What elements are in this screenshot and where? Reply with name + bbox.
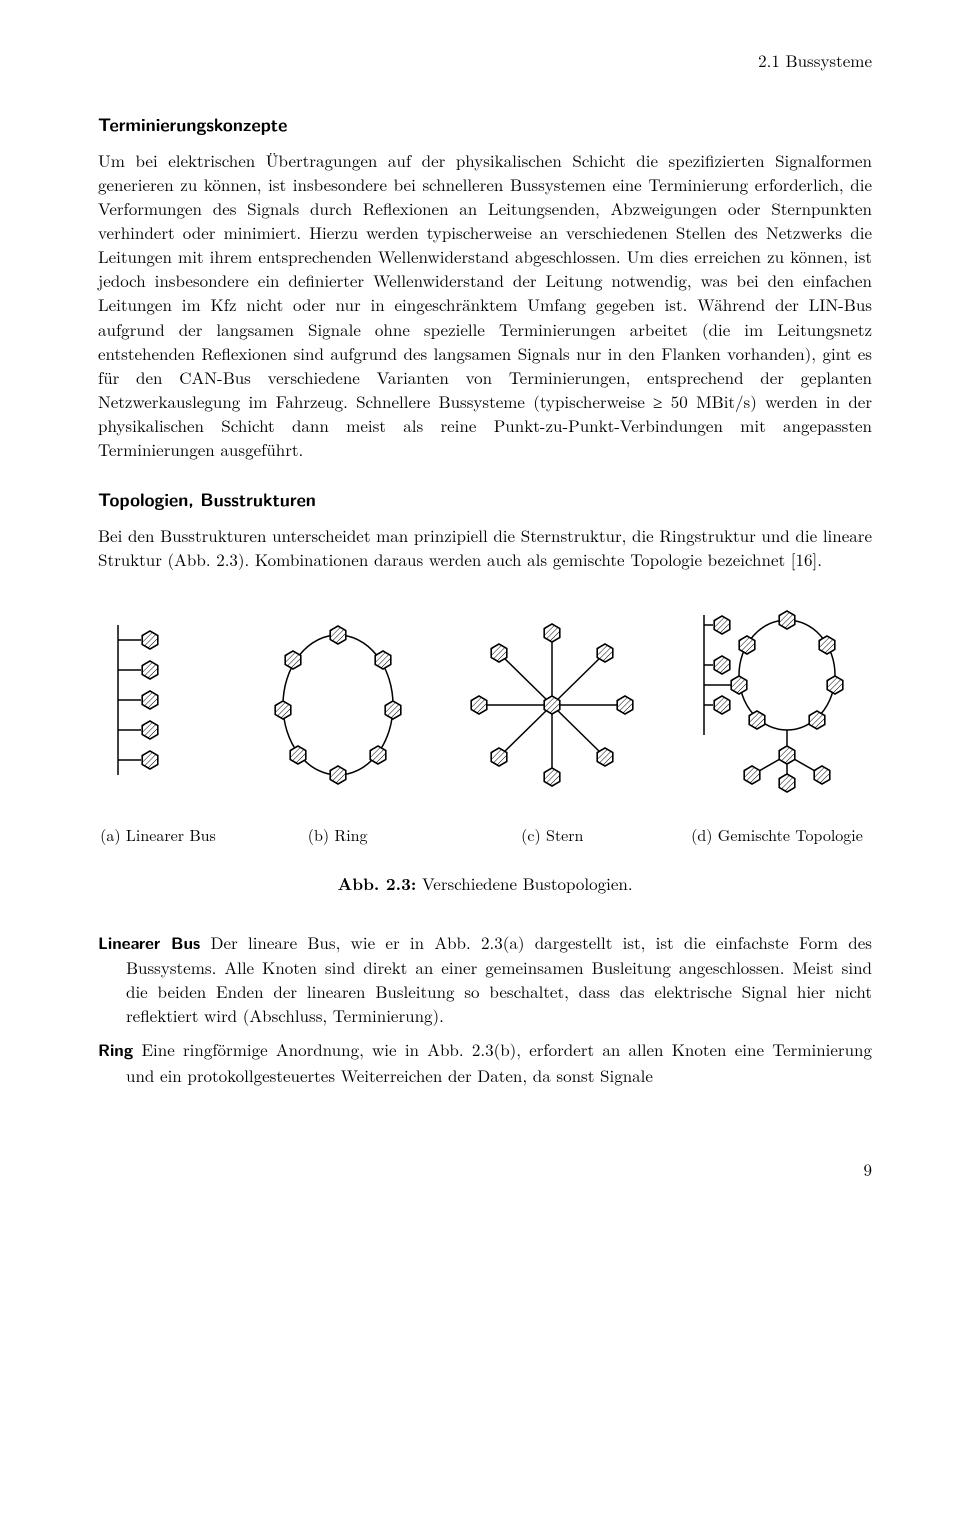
subfig-mixed: (d) Gemischte Topologie (682, 605, 872, 847)
subfig-ring: (b) Ring (253, 615, 423, 847)
def-text-linear: Der lineare Bus, wie er in Abb. 2.3(a) d… (126, 930, 872, 1027)
subfig-caption-b: (b) Ring (308, 824, 368, 847)
def-term-ring: Ring (98, 1038, 133, 1062)
subfig-caption-a: (a) Linearer Bus (100, 824, 216, 847)
running-header: 2.1 Bussysteme (98, 48, 872, 72)
subfig-star: (c) Stern (457, 615, 647, 847)
diagram-mixed (682, 605, 872, 800)
para-topologien: Bei den Busstrukturen unterscheidet man … (98, 523, 872, 571)
def-ring: Ring Eine ringförmige Anordnung, wie in … (98, 1037, 872, 1086)
page-number: 9 (98, 1157, 872, 1181)
heading-terminierung: Terminierungskonzepte (98, 112, 872, 138)
figure-caption: Abb. 2.3: Verschiedene Bustopologien. (98, 871, 872, 896)
subfig-caption-c: (c) Stern (521, 824, 583, 847)
def-linear: Linearer Bus Der lineare Bus, wie er in … (98, 930, 872, 1028)
diagram-star (457, 615, 647, 800)
para-terminierung: Um bei elektrischen Übertragungen auf de… (98, 148, 872, 462)
definition-list: Linearer Bus Der lineare Bus, wie er in … (98, 930, 872, 1087)
heading-topologien: Topologien, Busstrukturen (98, 487, 872, 513)
figure-2-3: (a) Linearer Bus (b) Ring (c) Stern (d) … (98, 605, 872, 896)
diagram-linear-bus (98, 615, 218, 800)
subfig-caption-d: (d) Gemischte Topologie (691, 824, 863, 847)
def-text-ring: Eine ringförmige Anordnung, wie in Abb. … (126, 1037, 872, 1086)
figure-caption-text: Verschiedene Bustopologien. (416, 871, 632, 895)
diagram-ring (253, 615, 423, 800)
figure-caption-label: Abb. 2.3: (337, 872, 416, 896)
def-term-linear: Linearer Bus (98, 931, 200, 955)
subfig-linear: (a) Linearer Bus (98, 615, 218, 847)
